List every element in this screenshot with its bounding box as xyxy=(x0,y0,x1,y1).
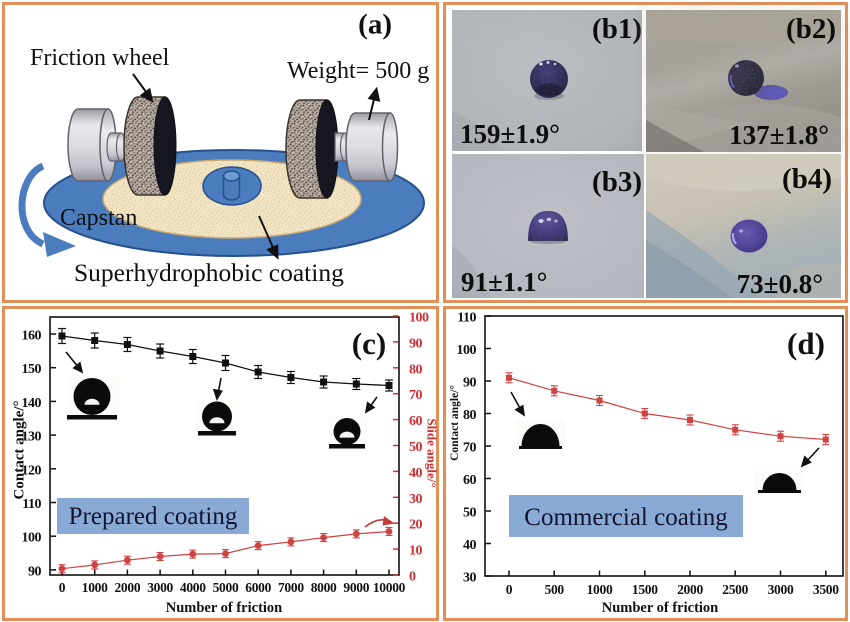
svg-text:40: 40 xyxy=(409,466,423,481)
svg-text:(b2): (b2) xyxy=(786,13,836,45)
svg-text:0: 0 xyxy=(409,570,416,585)
svg-text:(b4): (b4) xyxy=(782,163,832,195)
svg-text:Slide angle/°: Slide angle/° xyxy=(425,418,440,487)
svg-text:Number of friction: Number of friction xyxy=(166,600,283,616)
svg-text:Capstan: Capstan xyxy=(60,205,137,231)
svg-text:Commercial coating: Commercial coating xyxy=(524,504,728,531)
svg-text:2000: 2000 xyxy=(677,582,703,597)
svg-text:100: 100 xyxy=(22,531,42,546)
svg-text:(c): (c) xyxy=(352,326,386,361)
svg-text:70: 70 xyxy=(463,441,477,456)
svg-text:10000: 10000 xyxy=(373,580,406,595)
svg-text:Friction wheel: Friction wheel xyxy=(30,45,170,71)
svg-text:30: 30 xyxy=(409,492,423,507)
svg-text:80: 80 xyxy=(463,408,477,423)
svg-text:137±1.8°: 137±1.8° xyxy=(729,120,829,150)
svg-text:120: 120 xyxy=(22,463,42,478)
svg-text:500: 500 xyxy=(545,582,565,597)
svg-text:50: 50 xyxy=(463,506,477,521)
svg-text:60: 60 xyxy=(463,473,477,488)
svg-text:2000: 2000 xyxy=(114,580,140,595)
svg-text:90: 90 xyxy=(28,564,42,579)
svg-text:8000: 8000 xyxy=(311,580,337,595)
svg-text:3000: 3000 xyxy=(768,582,794,597)
svg-text:110: 110 xyxy=(22,497,41,512)
svg-text:50: 50 xyxy=(409,440,423,455)
svg-text:1000: 1000 xyxy=(587,582,613,597)
svg-text:0: 0 xyxy=(59,580,66,595)
svg-text:140: 140 xyxy=(22,396,42,411)
svg-text:Contact angle/°: Contact angle/° xyxy=(12,401,28,500)
svg-text:3000: 3000 xyxy=(147,580,173,595)
svg-text:4000: 4000 xyxy=(180,580,206,595)
svg-text:5000: 5000 xyxy=(213,580,239,595)
svg-text:30: 30 xyxy=(463,571,477,586)
svg-text:0: 0 xyxy=(506,582,513,597)
svg-text:9000: 9000 xyxy=(343,580,369,595)
svg-text:Weight= 500 g: Weight= 500 g xyxy=(287,58,429,84)
svg-text:80: 80 xyxy=(409,362,423,377)
svg-text:150: 150 xyxy=(22,362,42,377)
svg-text:130: 130 xyxy=(22,430,42,445)
svg-text:100: 100 xyxy=(457,343,477,358)
svg-text:Number of friction: Number of friction xyxy=(602,600,719,616)
svg-text:(a): (a) xyxy=(358,9,392,41)
svg-text:100: 100 xyxy=(409,311,429,326)
svg-text:(b3): (b3) xyxy=(592,166,642,198)
svg-text:10: 10 xyxy=(409,544,423,559)
svg-text:Superhydrophobic coating: Superhydrophobic coating xyxy=(74,258,344,287)
svg-text:2500: 2500 xyxy=(722,582,748,597)
svg-text:91±1.1°: 91±1.1° xyxy=(461,267,547,297)
svg-text:7000: 7000 xyxy=(278,580,304,595)
svg-text:20: 20 xyxy=(409,518,423,533)
svg-text:90: 90 xyxy=(409,336,423,351)
svg-text:159±1.9°: 159±1.9° xyxy=(460,119,560,149)
svg-text:(b1): (b1) xyxy=(592,13,642,45)
svg-text:60: 60 xyxy=(409,414,423,429)
svg-text:6000: 6000 xyxy=(245,580,271,595)
svg-text:160: 160 xyxy=(22,329,42,344)
svg-text:90: 90 xyxy=(463,376,477,391)
svg-text:Contact angle/°: Contact angle/° xyxy=(449,385,461,461)
svg-text:3500: 3500 xyxy=(813,582,839,597)
svg-text:1500: 1500 xyxy=(632,582,658,597)
svg-text:1000: 1000 xyxy=(82,580,108,595)
svg-text:70: 70 xyxy=(409,388,423,403)
svg-text:73±0.8°: 73±0.8° xyxy=(737,269,823,299)
svg-text:40: 40 xyxy=(463,538,477,553)
svg-text:110: 110 xyxy=(457,311,476,326)
svg-text:Prepared coating: Prepared coating xyxy=(69,503,238,530)
svg-text:(d): (d) xyxy=(787,326,825,361)
